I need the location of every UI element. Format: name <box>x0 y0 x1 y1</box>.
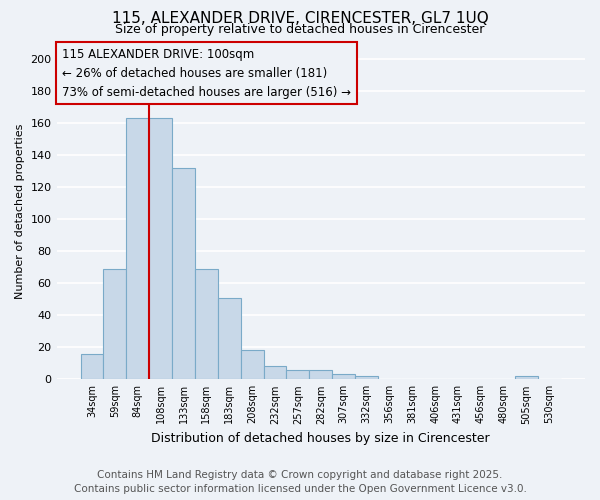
Bar <box>127 118 149 380</box>
Bar <box>103 268 127 380</box>
Text: Contains HM Land Registry data © Crown copyright and database right 2025.
Contai: Contains HM Land Registry data © Crown c… <box>74 470 526 494</box>
Bar <box>355 376 378 380</box>
Bar <box>332 374 355 380</box>
Bar <box>149 118 172 380</box>
Text: 115, ALEXANDER DRIVE, CIRENCESTER, GL7 1UQ: 115, ALEXANDER DRIVE, CIRENCESTER, GL7 1… <box>112 11 488 26</box>
Text: Size of property relative to detached houses in Cirencester: Size of property relative to detached ho… <box>115 22 485 36</box>
Bar <box>241 350 263 380</box>
Bar <box>310 370 332 380</box>
Bar <box>195 268 218 380</box>
Y-axis label: Number of detached properties: Number of detached properties <box>15 123 25 298</box>
Text: 115 ALEXANDER DRIVE: 100sqm
← 26% of detached houses are smaller (181)
73% of se: 115 ALEXANDER DRIVE: 100sqm ← 26% of det… <box>62 48 351 98</box>
Bar <box>515 376 538 380</box>
Bar <box>80 354 103 380</box>
X-axis label: Distribution of detached houses by size in Cirencester: Distribution of detached houses by size … <box>151 432 490 445</box>
Bar <box>172 168 195 380</box>
Bar <box>218 298 241 380</box>
Bar <box>286 370 310 380</box>
Bar <box>263 366 286 380</box>
